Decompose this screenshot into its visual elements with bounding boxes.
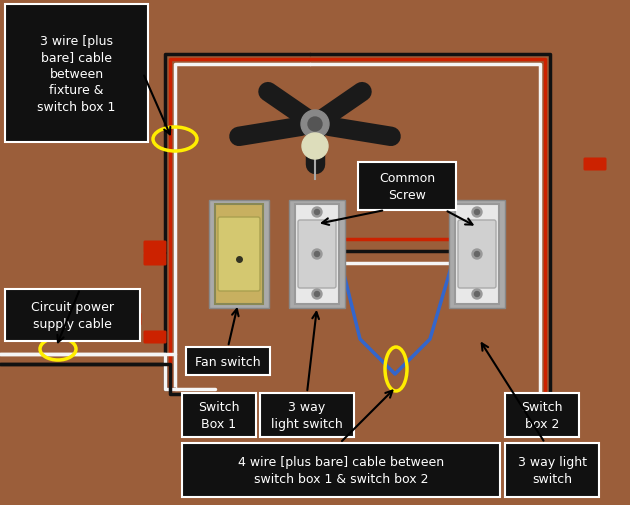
FancyBboxPatch shape <box>455 205 499 305</box>
FancyBboxPatch shape <box>144 241 166 254</box>
FancyBboxPatch shape <box>144 331 166 344</box>
FancyBboxPatch shape <box>218 218 260 291</box>
Text: 3 way light
switch: 3 way light switch <box>517 456 587 485</box>
Circle shape <box>474 292 479 297</box>
Circle shape <box>312 208 322 218</box>
Circle shape <box>474 252 479 257</box>
Text: Switch
box 2: Switch box 2 <box>521 400 563 430</box>
FancyBboxPatch shape <box>118 313 142 326</box>
Text: Switch
Box 1: Switch Box 1 <box>198 400 240 430</box>
Text: 3 way
light switch: 3 way light switch <box>271 400 343 430</box>
Circle shape <box>302 134 328 160</box>
Text: 3 wire [plus
bare] cable
between
fixture &
switch box 1: 3 wire [plus bare] cable between fixture… <box>37 34 116 113</box>
Circle shape <box>312 249 322 260</box>
FancyBboxPatch shape <box>182 393 256 437</box>
Circle shape <box>472 289 482 299</box>
FancyBboxPatch shape <box>209 200 269 309</box>
FancyBboxPatch shape <box>5 5 148 143</box>
Text: Circuit power
supply cable: Circuit power supply cable <box>31 300 114 330</box>
FancyBboxPatch shape <box>289 200 345 309</box>
FancyBboxPatch shape <box>358 163 456 211</box>
FancyBboxPatch shape <box>186 347 270 375</box>
Circle shape <box>308 118 322 132</box>
Circle shape <box>314 210 319 215</box>
Text: Fan switch: Fan switch <box>195 355 261 368</box>
Text: Common
Screw: Common Screw <box>379 172 435 201</box>
FancyBboxPatch shape <box>449 200 505 309</box>
FancyBboxPatch shape <box>458 221 496 288</box>
FancyBboxPatch shape <box>295 205 339 305</box>
Circle shape <box>314 252 319 257</box>
Circle shape <box>301 111 329 139</box>
FancyBboxPatch shape <box>583 158 607 171</box>
Circle shape <box>472 208 482 218</box>
FancyBboxPatch shape <box>215 205 263 305</box>
FancyBboxPatch shape <box>5 289 140 341</box>
Text: 4 wire [plus bare] cable between
switch box 1 & switch box 2: 4 wire [plus bare] cable between switch … <box>238 456 444 485</box>
Circle shape <box>474 210 479 215</box>
FancyBboxPatch shape <box>505 393 579 437</box>
FancyBboxPatch shape <box>505 443 599 497</box>
FancyBboxPatch shape <box>260 393 354 437</box>
Circle shape <box>314 292 319 297</box>
Circle shape <box>472 249 482 260</box>
FancyBboxPatch shape <box>298 221 336 288</box>
FancyBboxPatch shape <box>144 253 166 266</box>
FancyBboxPatch shape <box>182 443 500 497</box>
Circle shape <box>312 289 322 299</box>
